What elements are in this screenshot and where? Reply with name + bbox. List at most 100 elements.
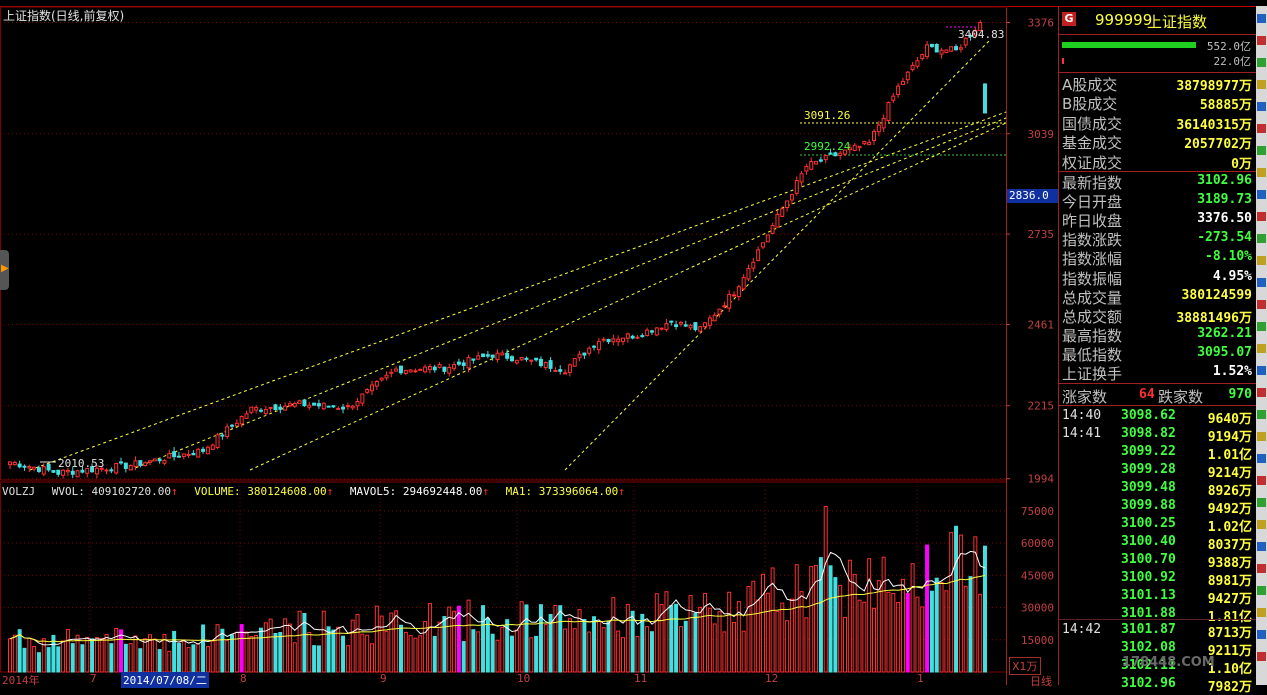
candle-body xyxy=(727,294,732,309)
toolbar-icon[interactable] xyxy=(1257,190,1266,199)
volume-bar xyxy=(22,647,27,673)
volume-bar xyxy=(398,624,403,673)
stat-label: 指数涨幅 xyxy=(1062,250,1123,269)
toolbar-icon[interactable] xyxy=(1257,498,1266,507)
toolbar-icon[interactable] xyxy=(1257,388,1266,397)
volume-bar xyxy=(119,629,124,673)
candle-body xyxy=(331,405,336,408)
volume-bar xyxy=(394,610,399,673)
toolbar-icon[interactable] xyxy=(1257,278,1266,287)
toolbar-icon[interactable] xyxy=(1257,454,1266,463)
toolbar-icon[interactable] xyxy=(1257,80,1266,89)
candle-body xyxy=(32,466,37,470)
volume-bar xyxy=(490,633,495,673)
stat-label: 总成交量 xyxy=(1062,288,1123,307)
toolbar-icon[interactable] xyxy=(1257,366,1266,375)
volume-bar xyxy=(302,612,307,673)
volume-bar xyxy=(384,630,389,673)
tick-price: 3102.11 xyxy=(1121,658,1176,673)
toolbar-icon[interactable] xyxy=(1257,542,1266,551)
toolbar-icon[interactable] xyxy=(1257,256,1266,265)
volume-bar xyxy=(577,609,582,673)
tick-vol: 1.02亿 xyxy=(1207,520,1252,535)
volume-bar xyxy=(403,631,408,673)
candle-body xyxy=(881,117,886,129)
stat-label: 最新指数 xyxy=(1062,174,1123,192)
inflow-bar xyxy=(1062,42,1196,48)
volume-bar xyxy=(717,611,722,673)
toolbar-icon[interactable] xyxy=(1257,212,1266,221)
toolbar-icon[interactable] xyxy=(1257,124,1266,133)
volume-bar xyxy=(563,628,568,673)
candle-body xyxy=(119,461,124,464)
toolbar-icon[interactable] xyxy=(1257,476,1266,485)
toolbar-icon[interactable] xyxy=(1257,102,1266,111)
candle-body xyxy=(505,352,510,359)
volume-bar xyxy=(567,618,572,673)
volume-bar xyxy=(804,617,809,673)
candle-body xyxy=(394,368,399,372)
toolbar-icon[interactable] xyxy=(1257,234,1266,243)
toolbar-icon[interactable] xyxy=(1257,630,1266,639)
volume-bar xyxy=(46,647,51,673)
tick-row: 3099.22 1.01亿 xyxy=(1059,444,1256,463)
toolbar-icon[interactable] xyxy=(1257,432,1266,441)
candle-body xyxy=(350,405,355,409)
volume-bar xyxy=(881,556,886,673)
toolbar-icon[interactable] xyxy=(1257,608,1266,617)
legend-mavol5: MAVOL5: 294692448.00 xyxy=(349,485,483,498)
candle-body xyxy=(635,336,640,339)
kline-chart[interactable]: 3376 3039 2735 2461 2215 1994 75000 60000 45000… xyxy=(0,0,1058,685)
volume-bar xyxy=(949,532,954,673)
volume-bar xyxy=(876,580,881,673)
toolbar-icon[interactable] xyxy=(1257,322,1266,331)
toolbar-icon[interactable] xyxy=(1257,410,1266,419)
toolbar-icon[interactable] xyxy=(1257,168,1266,177)
toolbar-icon[interactable] xyxy=(1257,146,1266,155)
candle-body xyxy=(408,369,413,373)
candle-body xyxy=(601,338,606,341)
candle-body xyxy=(201,448,206,452)
toolbar-icon[interactable] xyxy=(1257,14,1266,23)
x-label: 2014年 xyxy=(2,674,40,687)
candle-body xyxy=(519,357,524,361)
toolbar-icon[interactable] xyxy=(1257,586,1266,595)
candle-body xyxy=(630,335,635,339)
chart-title: 上证指数(日线,前复权) xyxy=(3,9,125,23)
volume-bar xyxy=(751,580,756,673)
candle-body xyxy=(978,22,983,32)
volume-bar xyxy=(785,620,790,673)
left-collapse-handle[interactable]: ▶ xyxy=(0,250,9,290)
candle-body xyxy=(239,416,244,425)
toolbar-icon[interactable] xyxy=(1257,520,1266,529)
volume-bar xyxy=(558,605,563,673)
candle-body xyxy=(374,381,379,387)
ma1-line xyxy=(9,574,986,643)
candle-body xyxy=(220,434,225,437)
volume-bar xyxy=(823,505,828,673)
price-tick-label: 2461 xyxy=(1028,319,1055,332)
volume-bar xyxy=(645,626,650,673)
candle-body xyxy=(360,393,365,404)
toolbar-icon[interactable] xyxy=(1257,36,1266,45)
toolbar-icon[interactable] xyxy=(1257,300,1266,309)
g-badge[interactable]: G xyxy=(1062,12,1076,26)
volume-bar xyxy=(596,620,601,673)
volume-bar xyxy=(147,634,152,673)
tick-vol: 1.01亿 xyxy=(1207,448,1252,463)
volume-bar xyxy=(934,577,939,673)
volume-bar xyxy=(447,606,452,673)
quote-panel: G 999999 上证指数 552.0亿 22.0亿 A股成交 38798977万… xyxy=(1058,6,1256,695)
candle-body xyxy=(56,469,61,475)
candle-body xyxy=(760,242,765,248)
candle-body xyxy=(596,340,601,351)
period-tab-daily[interactable]: 日线 xyxy=(1030,675,1052,688)
candle-body xyxy=(65,470,70,473)
toolbar-icon[interactable] xyxy=(1257,652,1266,661)
tick-row: 3101.88 1.81亿 xyxy=(1059,606,1256,625)
toolbar-icon[interactable] xyxy=(1257,58,1266,67)
toolbar-icon[interactable] xyxy=(1257,344,1266,353)
toolbar-icon[interactable] xyxy=(1257,564,1266,573)
candle-body xyxy=(683,324,688,327)
candle-body xyxy=(722,305,727,308)
